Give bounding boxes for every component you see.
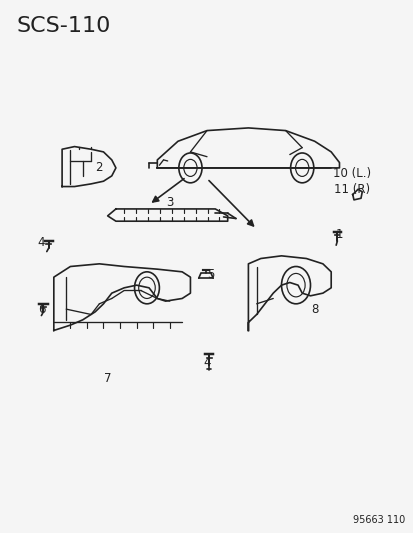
Text: 3: 3 bbox=[166, 196, 173, 209]
Text: 11 (R): 11 (R) bbox=[333, 183, 369, 196]
Text: 95663 110: 95663 110 bbox=[353, 515, 405, 525]
Text: SCS-110: SCS-110 bbox=[17, 16, 111, 36]
Text: 7: 7 bbox=[104, 372, 111, 385]
Text: 6: 6 bbox=[38, 303, 45, 316]
Text: 4: 4 bbox=[203, 356, 210, 369]
Text: 5: 5 bbox=[207, 268, 214, 281]
Text: 8: 8 bbox=[310, 303, 318, 316]
Text: 10 (L.): 10 (L.) bbox=[332, 167, 370, 180]
Text: 4: 4 bbox=[38, 236, 45, 249]
Text: 2: 2 bbox=[95, 161, 103, 174]
Text: 1: 1 bbox=[335, 228, 342, 241]
